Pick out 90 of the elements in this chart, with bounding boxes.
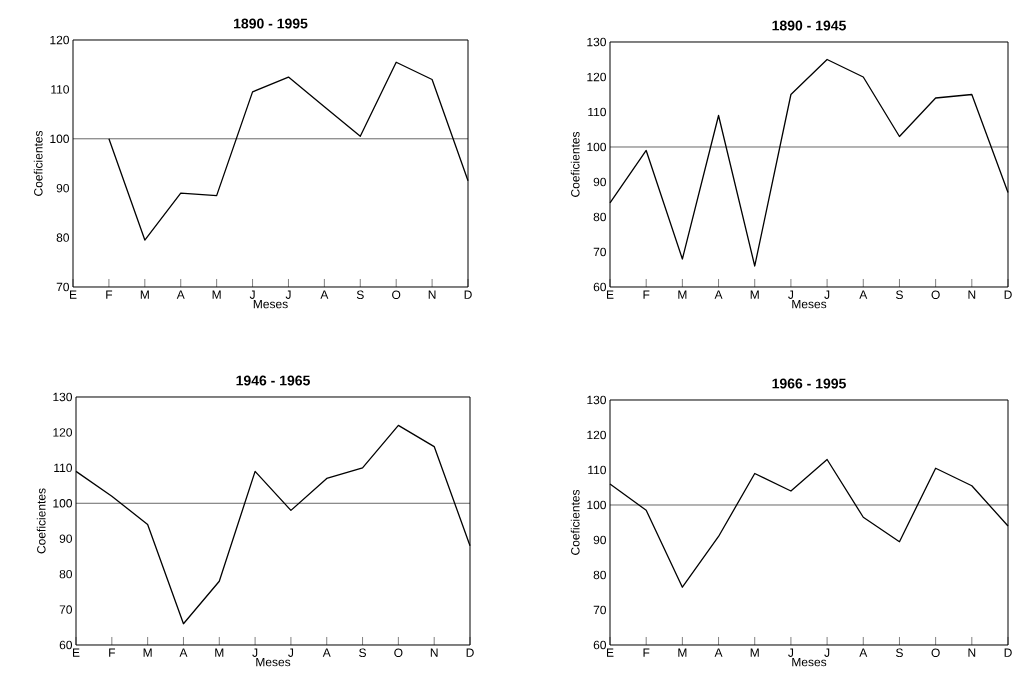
x-tick-label: A [179, 648, 188, 657]
chart-title: 1966 - 1995 [772, 378, 846, 389]
x-tick-label: J [824, 648, 830, 657]
x-axis-title: Meses [256, 657, 291, 667]
x-tick-label: J [285, 290, 291, 299]
x-tick-label: S [896, 290, 903, 300]
x-tick-label: A [176, 290, 185, 299]
x-tick-label: A [714, 648, 723, 657]
x-tick-label: E [606, 290, 614, 299]
y-tick-label: 80 [59, 569, 73, 579]
x-tick-label: J [252, 648, 258, 657]
y-tick-label: 120 [587, 72, 607, 82]
y-tick-label: 100 [587, 500, 607, 510]
x-tick-label: D [1004, 648, 1012, 657]
x-tick-label: J [824, 290, 830, 299]
y-tick-label: 100 [50, 134, 70, 144]
x-tick-label: S [359, 648, 366, 658]
y-tick-label: 90 [593, 177, 607, 187]
x-tick-label: M [212, 290, 221, 299]
x-tick-label: O [931, 648, 940, 658]
x-tick-label: A [859, 648, 868, 657]
y-tick-label: 80 [56, 233, 70, 242]
y-tick-label: 130 [587, 395, 607, 405]
x-tick-label: M [140, 290, 149, 299]
x-tick-label: A [320, 290, 329, 299]
y-tick-label: 100 [587, 142, 607, 152]
x-tick-label: J [788, 290, 794, 299]
x-tick-label: O [392, 290, 401, 300]
x-tick-label: J [249, 290, 255, 299]
x-tick-label: M [678, 648, 687, 657]
x-tick-label: F [643, 648, 650, 657]
x-tick-label: O [931, 290, 940, 300]
y-tick-label: 60 [593, 282, 607, 292]
y-tick-label: 60 [59, 640, 73, 650]
y-tick-label: 110 [51, 85, 70, 94]
chart-title: 1946 - 1965 [236, 375, 310, 386]
y-axis-title: Coeficientes [36, 488, 46, 554]
x-tick-label: D [464, 290, 472, 299]
y-tick-label: 110 [588, 465, 607, 475]
x-tick-label: N [968, 648, 976, 657]
y-tick-label: 110 [588, 107, 607, 117]
y-tick-label: 90 [593, 535, 607, 545]
x-tick-label: E [606, 648, 614, 657]
x-tick-label: A [322, 648, 331, 657]
x-tick-label: A [859, 290, 868, 299]
x-tick-label: M [750, 290, 759, 299]
y-tick-label: 80 [593, 570, 607, 580]
x-tick-label: D [1004, 290, 1012, 299]
y-tick-label: 120 [587, 430, 607, 440]
y-tick-label: 70 [56, 282, 70, 292]
x-tick-label: D [466, 648, 474, 657]
y-tick-label: 120 [50, 35, 70, 45]
x-tick-label: S [896, 648, 903, 658]
y-tick-label: 90 [59, 534, 73, 543]
x-tick-label: M [678, 290, 687, 299]
x-axis-title: Meses [792, 299, 827, 309]
y-tick-label: 100 [53, 499, 73, 508]
x-tick-label: M [143, 648, 152, 657]
y-tick-label: 80 [593, 212, 607, 222]
x-tick-label: S [356, 290, 364, 300]
x-tick-label: M [750, 648, 759, 657]
y-tick-label: 60 [593, 640, 607, 650]
x-tick-label: A [714, 290, 723, 299]
x-tick-label: F [106, 290, 113, 299]
x-axis-title: Meses [792, 657, 827, 667]
x-tick-label: J [288, 648, 294, 657]
y-tick-label: 70 [593, 605, 607, 615]
x-tick-label: M [215, 648, 224, 657]
y-axis-title: Coeficientes [570, 489, 580, 555]
x-axis-title: Meses [253, 299, 288, 309]
y-tick-label: 70 [59, 605, 73, 614]
x-tick-label: E [70, 290, 77, 299]
x-tick-label: N [430, 648, 438, 657]
chart-title: 1890 - 1995 [234, 18, 308, 29]
y-tick-label: 90 [56, 183, 70, 193]
y-axis-title: Coeficientes [33, 130, 43, 196]
x-tick-label: F [109, 648, 116, 657]
x-tick-label: J [788, 648, 794, 657]
x-tick-label: E [73, 648, 80, 657]
y-tick-label: 130 [53, 392, 73, 402]
x-tick-label: F [643, 290, 650, 299]
y-tick-label: 130 [587, 37, 607, 47]
y-axis-title: Coeficientes [570, 131, 580, 197]
x-tick-label: O [394, 648, 403, 658]
y-tick-label: 120 [53, 428, 73, 437]
x-tick-label: N [968, 290, 976, 299]
chart-title: 1890 - 1945 [772, 20, 846, 31]
y-tick-label: 110 [54, 463, 73, 473]
x-tick-label: N [428, 290, 436, 299]
y-tick-label: 70 [593, 247, 607, 257]
